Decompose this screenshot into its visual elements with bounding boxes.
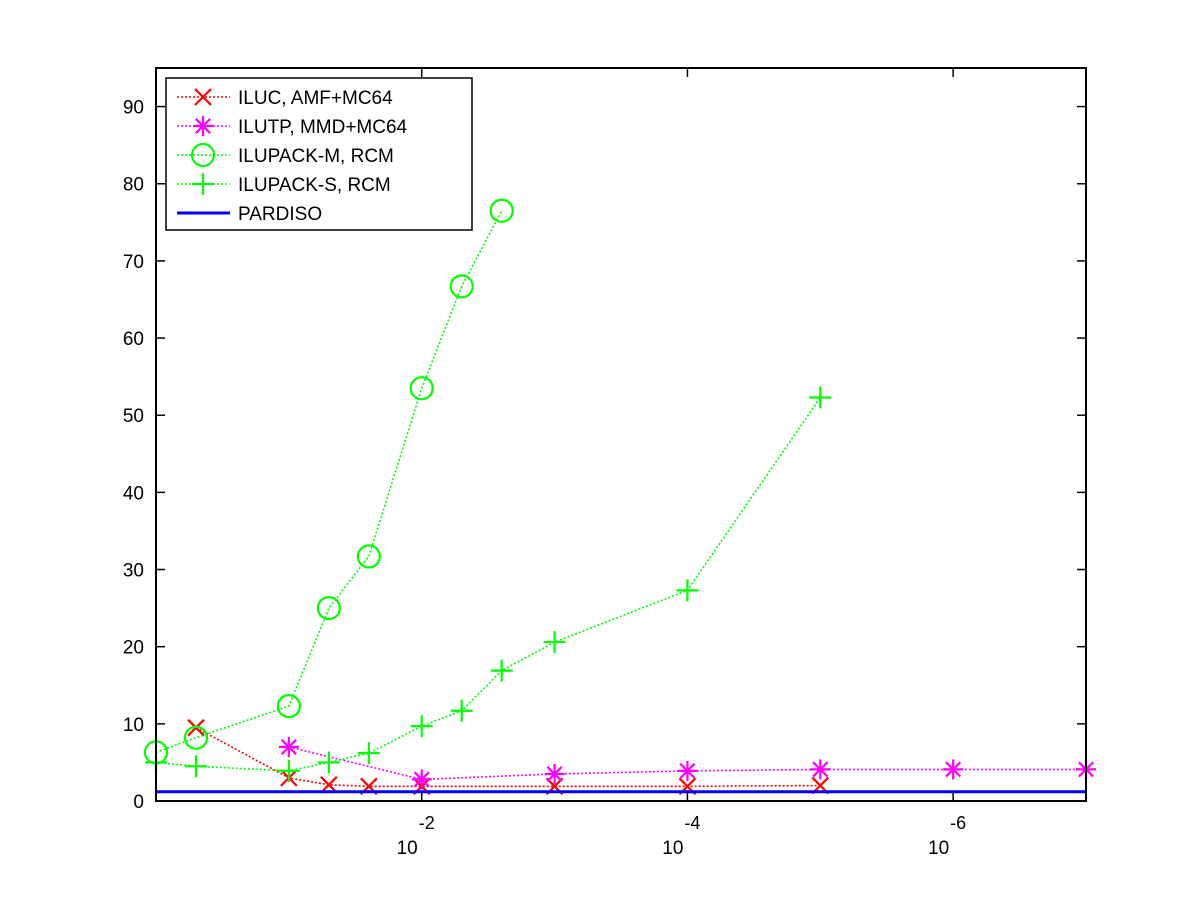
- series-1-point-1: [411, 769, 432, 790]
- series-1-point-1-stroke-d2: [413, 771, 430, 788]
- series-3-point-2: [277, 759, 300, 782]
- y-tick-label-1: 10: [123, 715, 144, 736]
- y-tick-label-3: 30: [123, 561, 144, 582]
- y-tick-label-9: 90: [123, 98, 144, 119]
- legend-label-4: PARDISO: [238, 204, 322, 225]
- series-0-point-2-stroke-b: [320, 776, 338, 794]
- y-tick-label-5: 50: [123, 406, 144, 427]
- legend-label-0: ILUC, AMF+MC64: [238, 88, 393, 109]
- series-1-point-4-stroke-d2: [812, 761, 829, 778]
- series-3-point-3: [317, 751, 340, 774]
- series-2-point-5: [409, 376, 434, 401]
- x-tick-exponent-0: -2: [419, 813, 435, 833]
- legend-label-1: ILUTP, MMD+MC64: [238, 117, 408, 138]
- legend-label-3: ILUPACK-S, RCM: [238, 175, 391, 196]
- series-1-point-4: [810, 759, 831, 780]
- series-3-point-1: [184, 755, 207, 778]
- legend: ILUC, AMF+MC64 ILUTP, MMD+MC64 ILUPACK-M, …: [165, 77, 473, 231]
- x-tick-base-0: 10: [397, 838, 418, 859]
- series-0-point-2: [320, 776, 338, 794]
- series-2-point-3: [316, 596, 341, 621]
- legend-marker-1-stroke-d2: [195, 118, 211, 134]
- x-tick-exponent-2: -6: [950, 813, 966, 833]
- series-1-point-0-stroke-d2: [280, 739, 297, 755]
- series-3-point-7: [490, 659, 513, 682]
- series-1-point-3-stroke-d2: [679, 762, 696, 779]
- series-3-point-4: [357, 742, 380, 765]
- series-3-point-10: [809, 386, 832, 409]
- legend-marker-1: [193, 116, 213, 136]
- series-1-point-2-stroke-d2: [546, 766, 563, 782]
- legend-marker-2: [190, 142, 216, 168]
- y-tick-label-4: 40: [123, 483, 144, 504]
- series-3-point-8: [543, 631, 566, 654]
- series-2-point-2: [276, 693, 301, 719]
- legend-box: [165, 77, 473, 231]
- y-tick-label-0: 0: [133, 792, 144, 813]
- x-tick-exponent-1: -4: [684, 813, 700, 833]
- series-1-point-0: [278, 736, 299, 757]
- series-2-point-1: [183, 725, 209, 750]
- y-tick-label-2: 20: [123, 638, 144, 659]
- y-tick-label-7: 70: [123, 252, 144, 273]
- legend-marker-0: [194, 88, 212, 106]
- series-layer: [143, 198, 1096, 796]
- x-tick-base-2: 10: [928, 838, 949, 859]
- x-tick-base-1: 10: [662, 838, 683, 859]
- series-0-line: [195, 726, 821, 788]
- legend-label-2: ILUPACK-M, RCM: [238, 146, 394, 167]
- series-1-point-5-stroke-d2: [945, 761, 962, 778]
- series-2-point-7: [489, 198, 514, 223]
- legend-marker-3: [192, 173, 214, 195]
- series-2-point-4: [356, 544, 381, 569]
- legend-marker-0-stroke-b: [194, 88, 212, 106]
- series-1-point-2: [544, 763, 565, 784]
- y-tick-label-6: 60: [123, 329, 144, 350]
- series-1-point-3: [677, 760, 698, 781]
- plot-frame: [155, 67, 1087, 802]
- series-3-point-6: [450, 699, 473, 722]
- series-3-point-9: [676, 579, 699, 602]
- series-3-line: [155, 397, 821, 772]
- series-1-point-5: [943, 759, 964, 780]
- series-3-point-5: [410, 715, 433, 738]
- y-tick-label-8: 80: [123, 175, 144, 196]
- series-2-point-6: [449, 274, 474, 299]
